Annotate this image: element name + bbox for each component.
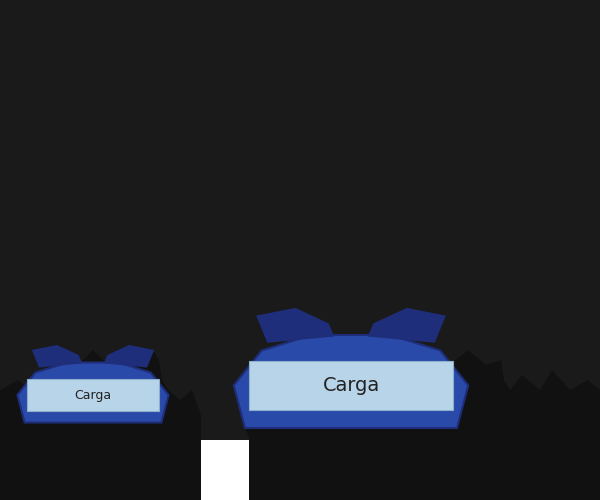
Polygon shape bbox=[249, 350, 600, 500]
Polygon shape bbox=[245, 428, 457, 467]
Polygon shape bbox=[256, 308, 334, 343]
Polygon shape bbox=[17, 362, 169, 422]
FancyBboxPatch shape bbox=[250, 361, 452, 410]
Bar bbox=[0, 0, 600, 440]
FancyBboxPatch shape bbox=[27, 379, 159, 411]
Polygon shape bbox=[234, 335, 468, 428]
Polygon shape bbox=[25, 422, 161, 448]
Polygon shape bbox=[32, 345, 82, 368]
Bar bbox=[0, 440, 600, 500]
Polygon shape bbox=[104, 345, 154, 368]
Text: Carga: Carga bbox=[74, 388, 112, 402]
Polygon shape bbox=[0, 350, 201, 500]
Polygon shape bbox=[368, 308, 446, 343]
Text: Carga: Carga bbox=[322, 376, 380, 395]
